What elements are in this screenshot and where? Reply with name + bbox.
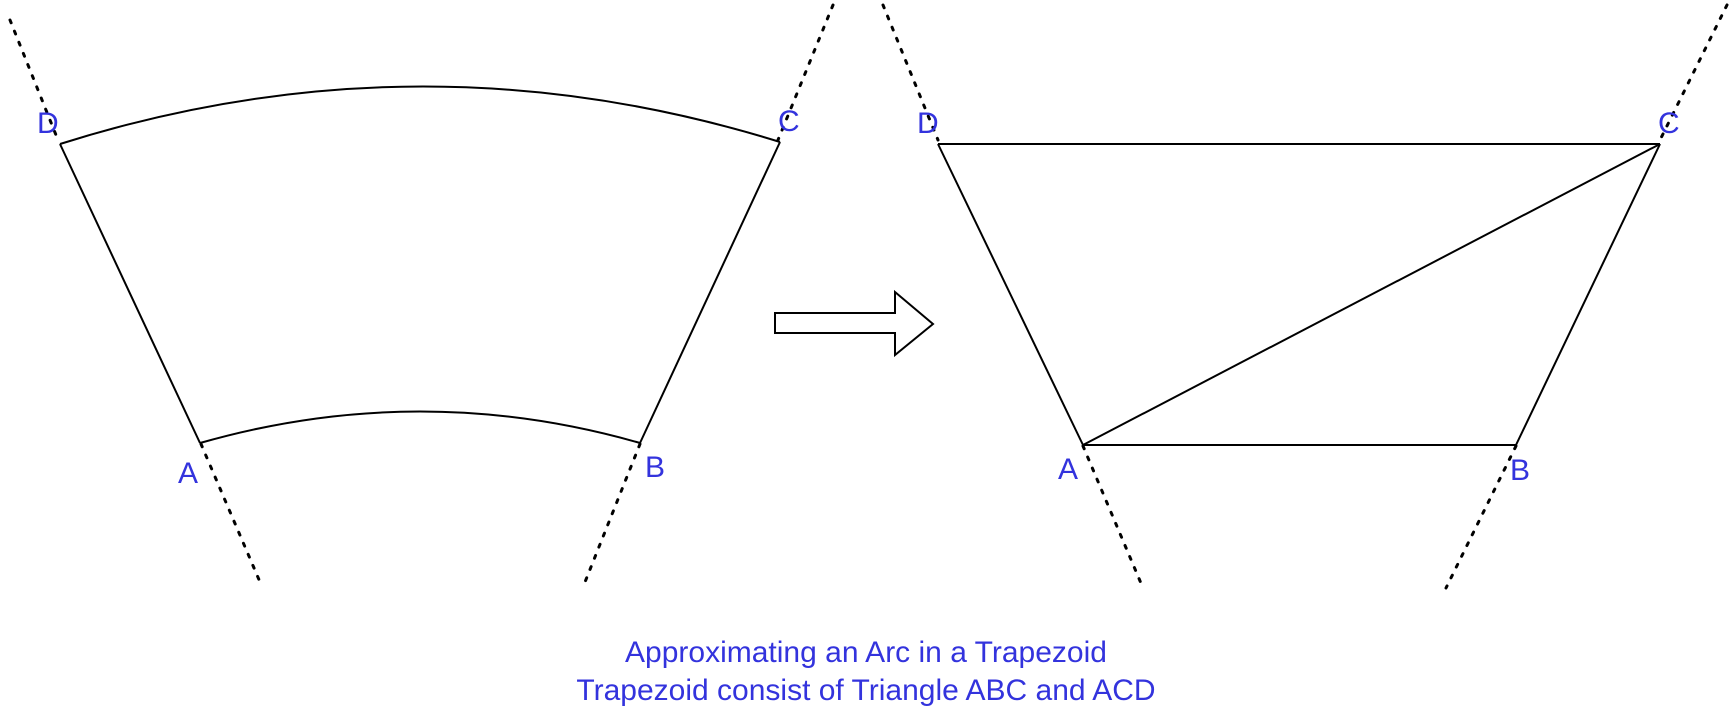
left-guide-b	[583, 442, 642, 584]
left-label-c: C	[778, 105, 800, 138]
left-label-d: D	[37, 107, 59, 140]
right-guide-b	[1444, 444, 1518, 590]
right-label-a: A	[1058, 453, 1078, 486]
left-inner-arc	[199, 410, 641, 444]
left-label-b: B	[645, 451, 665, 484]
left-side-ad	[59, 143, 201, 444]
right-label-b: B	[1510, 454, 1530, 487]
right-diagonal-ac	[1082, 143, 1661, 446]
right-label-d: D	[917, 107, 939, 140]
right-figure: D C A B	[881, 3, 1729, 590]
transform-arrow-icon	[774, 289, 935, 358]
right-guide-d	[881, 3, 940, 142]
caption-title: Approximating an Arc in a Trapezoid	[625, 636, 1107, 669]
left-guide-c	[776, 3, 835, 142]
left-outer-arc	[59, 85, 781, 145]
right-guide-c	[1658, 3, 1729, 142]
right-label-c: C	[1658, 107, 1680, 140]
left-side-bc	[639, 141, 781, 444]
caption-subtitle: Trapezoid consist of Triangle ABC and AC…	[576, 674, 1156, 707]
left-label-a: A	[178, 457, 198, 490]
left-figure: D C A B	[8, 3, 835, 584]
right-side-bc	[1515, 143, 1661, 446]
left-guide-d	[8, 18, 60, 142]
right-side-ad	[937, 143, 1084, 446]
left-guide-a	[199, 442, 262, 584]
right-guide-a	[1081, 444, 1145, 590]
